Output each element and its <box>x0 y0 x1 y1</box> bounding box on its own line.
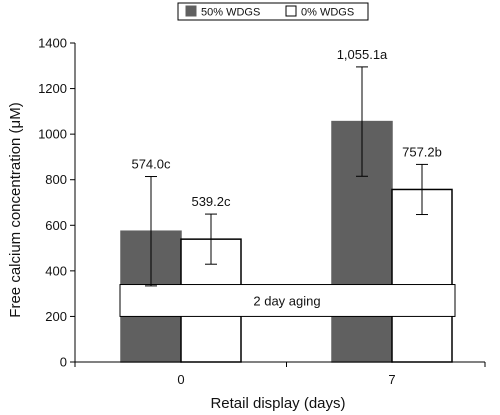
y-axis-label: Free calcium concentration (μM) <box>7 102 24 317</box>
x-tick-label: 7 <box>388 372 395 387</box>
legend-swatch <box>185 5 197 17</box>
annotation-text: 2 day aging <box>253 293 320 308</box>
data-label: 757.2b <box>402 144 442 159</box>
data-label: 574.0c <box>131 157 171 172</box>
data-labels: 574.0c 1,055.1a 539.2c 757.2b <box>131 47 442 287</box>
y-tick-label: 1200 <box>38 81 67 96</box>
legend-label: 0% WDGS <box>301 7 354 19</box>
data-label: 1,055.1a <box>337 47 388 62</box>
x-tick-label: 0 <box>177 372 184 387</box>
bar-1-1 <box>391 188 453 363</box>
legend-swatch <box>285 5 297 17</box>
annotation-box: 2 day aging <box>119 284 456 317</box>
axes: 0 200 400 600 800 1000 1200 1400 0 7 <box>38 36 486 387</box>
y-tick-label: 0 <box>60 355 67 370</box>
data-label: 539.2c <box>191 194 231 209</box>
y-tick-label: 1400 <box>38 36 67 51</box>
y-tick-label: 1000 <box>38 127 67 142</box>
y-tick-label: 800 <box>45 172 67 187</box>
y-tick-label: 200 <box>45 309 67 324</box>
y-tick-label: 600 <box>45 218 67 233</box>
y-tick-label: 400 <box>45 263 67 278</box>
legend-frame <box>177 2 369 21</box>
annotation-rect <box>119 284 456 317</box>
x-axis-label: Retail display (days) <box>210 395 345 412</box>
legend-label: 50% WDGS <box>201 7 260 19</box>
legend: 50% WDGS 0% WDGS <box>177 2 369 21</box>
